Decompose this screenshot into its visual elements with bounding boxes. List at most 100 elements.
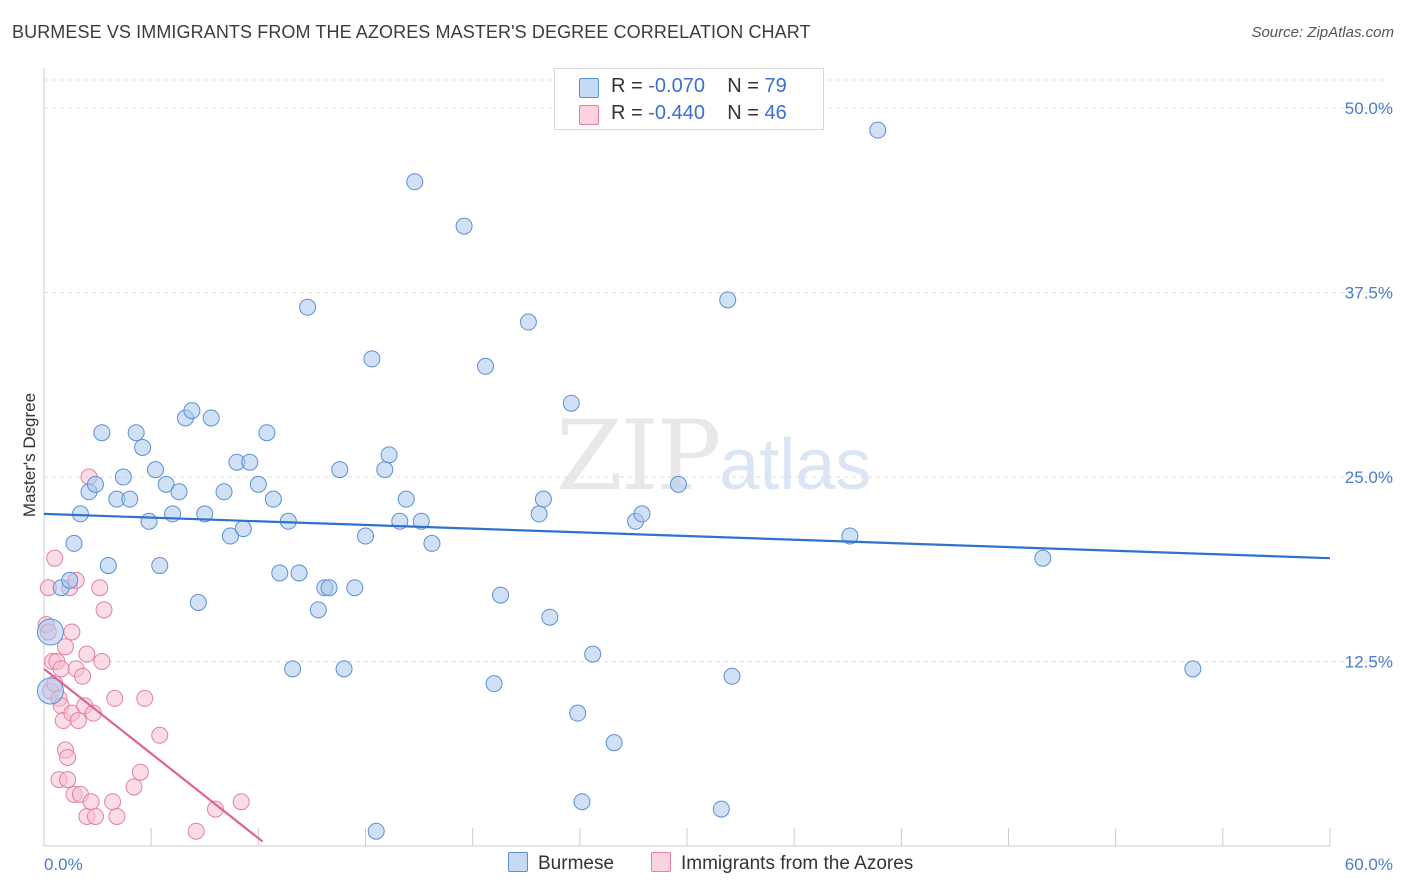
azores-point: [95, 601, 113, 619]
y-axis-label: Master's Degree: [20, 393, 39, 517]
legend-n-label-1: N =: [727, 75, 765, 97]
burmese-point: [271, 564, 289, 582]
burmese-point: [719, 291, 737, 309]
azores-point: [52, 660, 70, 678]
azores-trend-line: [43, 668, 264, 843]
axes: [43, 68, 1331, 847]
azores-point: [106, 689, 124, 707]
bottom-azores-label: Immigrants from the Azores: [681, 853, 914, 874]
trend-lines: [43, 512, 1331, 843]
burmese-point: [215, 483, 233, 501]
burmese-point: [299, 298, 317, 316]
burmese-point: [170, 483, 188, 501]
grid-lines: [44, 79, 1390, 662]
burmese-point: [485, 675, 503, 693]
burmese-point: [36, 618, 64, 646]
x-tick-label: 0.0%: [44, 855, 83, 874]
burmese-point: [584, 645, 602, 663]
azores-point: [63, 623, 81, 641]
legend-r-label-2: R =: [611, 102, 649, 124]
zipatlas-watermark: ZIPatlas: [556, 400, 872, 512]
azores-point: [82, 793, 100, 811]
azores-point: [232, 793, 250, 811]
burmese-point: [492, 586, 510, 604]
legend-n-value-2: 46: [764, 102, 787, 124]
burmese-point: [712, 800, 730, 818]
y-tick-label: 25.0%: [1345, 468, 1393, 487]
burmese-point: [189, 593, 207, 611]
axis-ticks: 12.5% 25.0% 37.5% 50.0% 0.0% 60.0%: [44, 99, 1393, 874]
azores-point: [93, 653, 111, 670]
azores-point: [59, 771, 77, 789]
y-tick-label: 12.5%: [1345, 653, 1393, 672]
burmese-point: [412, 512, 430, 530]
burmese-point: [61, 571, 79, 589]
azores-point: [86, 807, 104, 825]
burmese-point: [234, 520, 252, 538]
burmese-point: [264, 490, 282, 508]
bottom-legend-azores: Immigrants from the Azores: [651, 852, 913, 875]
burmese-point: [367, 822, 385, 840]
bottom-legend-burmese: Burmese: [508, 852, 614, 875]
burmese-point: [121, 490, 139, 508]
azores-point: [74, 667, 92, 685]
burmese-point: [1034, 549, 1052, 567]
burmese-point: [183, 402, 201, 420]
chart-title: BURMESE VS IMMIGRANTS FROM THE AZORES MA…: [12, 22, 811, 42]
burmese-point: [363, 350, 381, 368]
burmese-point: [562, 394, 580, 412]
legend-n-label-2: N =: [727, 102, 765, 124]
burmese-point: [134, 438, 152, 456]
burmese-point: [455, 217, 473, 235]
burmese-point: [477, 357, 495, 375]
azores-point: [104, 793, 122, 811]
burmese-point: [423, 534, 441, 552]
bottom-burmese-swatch: [508, 852, 528, 872]
burmese-point: [65, 534, 83, 552]
legend-r-value-1: -0.070: [648, 75, 705, 97]
burmese-point: [669, 475, 687, 493]
azores-point: [125, 778, 143, 796]
burmese-point: [36, 677, 64, 705]
burmese-point: [99, 557, 117, 575]
azores-point: [69, 712, 87, 730]
burmese-point: [530, 505, 548, 523]
burmese-point: [320, 579, 338, 597]
burmese-point: [241, 453, 259, 471]
correlation-legend: R = -0.070 N = 79 R = -0.440 N = 46: [554, 68, 824, 130]
burmese-point: [249, 475, 267, 493]
burmese-point: [309, 601, 327, 619]
burmese-point: [573, 793, 591, 811]
burmese-point: [357, 527, 374, 545]
burmese-point: [541, 608, 559, 626]
burmese-trend-line: [43, 512, 1331, 560]
azores-point: [78, 645, 96, 663]
burmese-point: [569, 704, 587, 722]
burmese-point: [331, 461, 349, 479]
burmese-point: [93, 424, 111, 442]
azores-point: [46, 549, 64, 567]
source-label: Source: ZipAtlas.com: [1251, 24, 1394, 41]
burmese-point: [633, 505, 651, 523]
burmese-point: [380, 446, 398, 464]
azores-swatch: [579, 105, 599, 125]
x-tick-label: 60.0%: [1345, 855, 1393, 874]
burmese-points: [36, 121, 1202, 840]
azores-point: [59, 748, 77, 766]
burmese-point: [605, 734, 623, 752]
burmese-point: [151, 557, 169, 575]
burmese-point: [519, 313, 537, 331]
legend-r-value-2: -0.440: [648, 102, 705, 124]
burmese-point: [335, 660, 353, 678]
bottom-azores-swatch: [651, 852, 671, 872]
burmese-point: [723, 667, 741, 685]
legend-n-value-1: 79: [764, 75, 787, 97]
burmese-point: [1184, 660, 1202, 678]
burmese-point: [196, 505, 214, 523]
burmese-point: [114, 468, 132, 486]
azores-point: [91, 579, 109, 597]
burmese-point: [202, 409, 220, 427]
azores-point: [56, 638, 74, 656]
azores-point: [187, 822, 205, 840]
burmese-point: [86, 475, 104, 493]
